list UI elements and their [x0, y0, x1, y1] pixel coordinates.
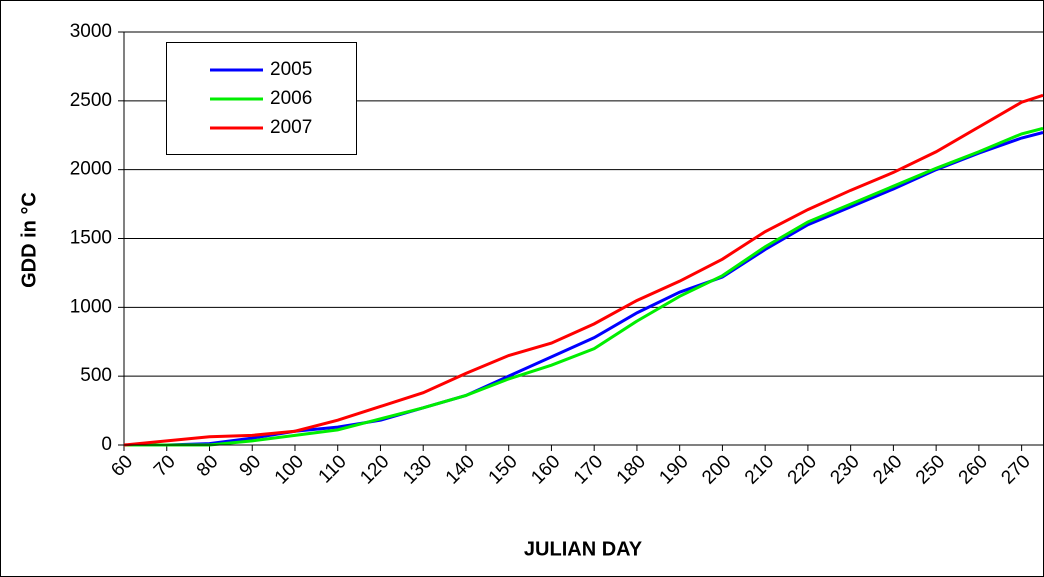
y-tick-label: 2000 [70, 159, 112, 180]
y-tick-label: 1000 [70, 296, 112, 317]
series-line [123, 93, 1044, 447]
legend-label: 2006 [270, 88, 312, 109]
y-tick-label: 500 [80, 365, 112, 386]
series-line [124, 126, 1044, 447]
y-axis-label: GDD in °C [18, 192, 40, 288]
y-tick-label: 1500 [70, 228, 112, 249]
legend-label: 2005 [270, 59, 312, 80]
x-axis-label: JULIAN DAY [524, 538, 643, 560]
legend: 2005 2006 2007 [166, 42, 357, 155]
legend-label: 2007 [270, 117, 312, 138]
y-tick-label: 2500 [70, 90, 112, 111]
y-tick-label: 3000 [70, 21, 112, 42]
y-tick-label: 0 [101, 434, 112, 455]
